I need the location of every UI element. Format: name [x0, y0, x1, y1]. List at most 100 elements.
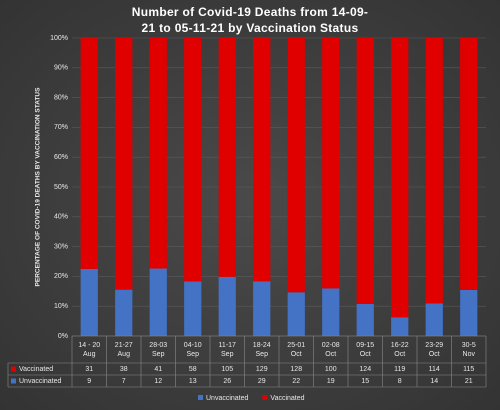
- bar: [356, 38, 374, 304]
- y-tick-label: 30%: [54, 243, 68, 250]
- table-value: 31: [85, 366, 93, 373]
- bar: [287, 292, 305, 336]
- x-tick-label-line: Nov: [463, 351, 476, 358]
- x-tick-label: 16-22 Oct: [391, 342, 409, 358]
- bar: [149, 268, 167, 336]
- table-value: 119: [394, 366, 405, 373]
- x-tick-label-line: 11-17: [219, 342, 236, 349]
- x-tick-label: 23-29 Oct: [425, 342, 443, 358]
- table-value: 15: [361, 378, 369, 385]
- table-row-label: Unvaccinated: [19, 378, 62, 385]
- table-value: 58: [189, 366, 197, 373]
- x-tick-label-line: 23-29: [425, 342, 443, 349]
- y-tick-label: 40%: [54, 214, 68, 221]
- x-tick-label-line: Aug: [118, 351, 131, 358]
- x-tick-label-line: 25-01: [287, 342, 305, 349]
- x-tick-label-line: Oct: [394, 351, 405, 358]
- y-tick-label: 100%: [50, 35, 68, 42]
- table-value: 19: [327, 378, 335, 385]
- table-value: 21: [465, 378, 473, 385]
- x-tick-label-line: 14 - 20: [78, 342, 100, 349]
- bar: [287, 38, 305, 293]
- x-tick-label: 02-08 Oct: [322, 342, 340, 358]
- x-tick-label-line: 28-03: [149, 342, 167, 349]
- table-value: 115: [463, 366, 474, 373]
- table-value: 13: [189, 378, 197, 385]
- x-tick-label-line: 30-5: [462, 342, 476, 349]
- x-tick-label: 30-5 Nov: [462, 342, 476, 358]
- table-value: 14: [430, 378, 438, 385]
- x-tick-label: 14 - 20 Aug: [78, 342, 100, 358]
- table-key: [11, 366, 16, 372]
- x-tick-label-line: 04-10: [184, 342, 202, 349]
- y-tick-label: 0%: [58, 333, 68, 340]
- x-tick-label-line: Aug: [83, 351, 96, 358]
- y-tick-label: 80%: [54, 94, 68, 101]
- legend-label: Unvaccinated: [206, 395, 249, 402]
- bar: [80, 268, 98, 336]
- table-value: 41: [154, 366, 162, 373]
- x-tick-label: 11-17 Sep: [219, 342, 236, 358]
- x-tick-label-line: Sep: [221, 351, 234, 358]
- bar: [253, 281, 271, 336]
- table-value: 12: [154, 378, 162, 385]
- x-tick-label: 09-15 Oct: [356, 342, 374, 358]
- x-tick-label: 25-01 Oct: [287, 342, 305, 358]
- x-tick-label-line: 02-08: [322, 342, 340, 349]
- x-tick-label-line: Oct: [291, 351, 302, 358]
- table-value: 128: [290, 366, 302, 373]
- x-tick-label-line: Sep: [256, 351, 269, 358]
- y-tick-label: 70%: [54, 124, 68, 131]
- bar: [322, 38, 340, 289]
- x-tick-label: 28-03 Sep: [149, 342, 167, 358]
- x-tick-label-line: 16-22: [391, 342, 409, 349]
- table-row-label: Vaccinated: [19, 366, 53, 373]
- table-value: 124: [359, 366, 371, 373]
- x-tick-label-line: Oct: [360, 351, 371, 358]
- table-value: 29: [258, 378, 266, 385]
- bar: [460, 38, 478, 290]
- x-tick-label-line: 18-24: [253, 342, 271, 349]
- table-value: 105: [221, 366, 233, 373]
- table-value: 8: [398, 378, 402, 385]
- x-tick-label-line: 09-15: [356, 342, 374, 349]
- y-tick-label: 20%: [54, 273, 68, 280]
- bar: [115, 38, 133, 290]
- bar: [184, 281, 202, 336]
- x-tick-label-line: Oct: [429, 351, 440, 358]
- bar: [218, 38, 236, 277]
- table-value: 100: [325, 366, 337, 373]
- table-value: 38: [120, 366, 128, 373]
- y-tick-label: 10%: [54, 303, 68, 310]
- bar: [425, 303, 443, 336]
- bar: [322, 288, 340, 336]
- x-tick-label-line: Sep: [152, 351, 165, 358]
- y-tick-label: 50%: [54, 184, 68, 191]
- table-value: 7: [122, 378, 126, 385]
- bar: [460, 289, 478, 336]
- x-tick-label: 21-27 Aug: [115, 342, 133, 358]
- bar: [253, 38, 271, 282]
- table-value: 22: [292, 378, 300, 385]
- legend-label: Vaccinated: [270, 395, 304, 402]
- bar: [80, 38, 98, 269]
- bar: [115, 289, 133, 336]
- bar: [391, 38, 409, 318]
- table-value: 114: [429, 366, 440, 373]
- x-tick-label: 18-24 Sep: [253, 342, 271, 358]
- bar: [149, 38, 167, 269]
- bar: [356, 303, 374, 336]
- bar: [184, 38, 202, 282]
- table-value: 9: [87, 378, 91, 385]
- bar: [218, 276, 236, 336]
- x-tick-label-line: 21-27: [115, 342, 133, 349]
- legend-key: [262, 395, 268, 400]
- bar: [391, 317, 409, 336]
- table-value: 129: [256, 366, 268, 373]
- y-tick-label: 90%: [54, 65, 68, 72]
- x-tick-label: 04-10 Sep: [184, 342, 202, 358]
- x-tick-label-line: Sep: [187, 351, 200, 358]
- y-tick-label: 60%: [54, 154, 68, 161]
